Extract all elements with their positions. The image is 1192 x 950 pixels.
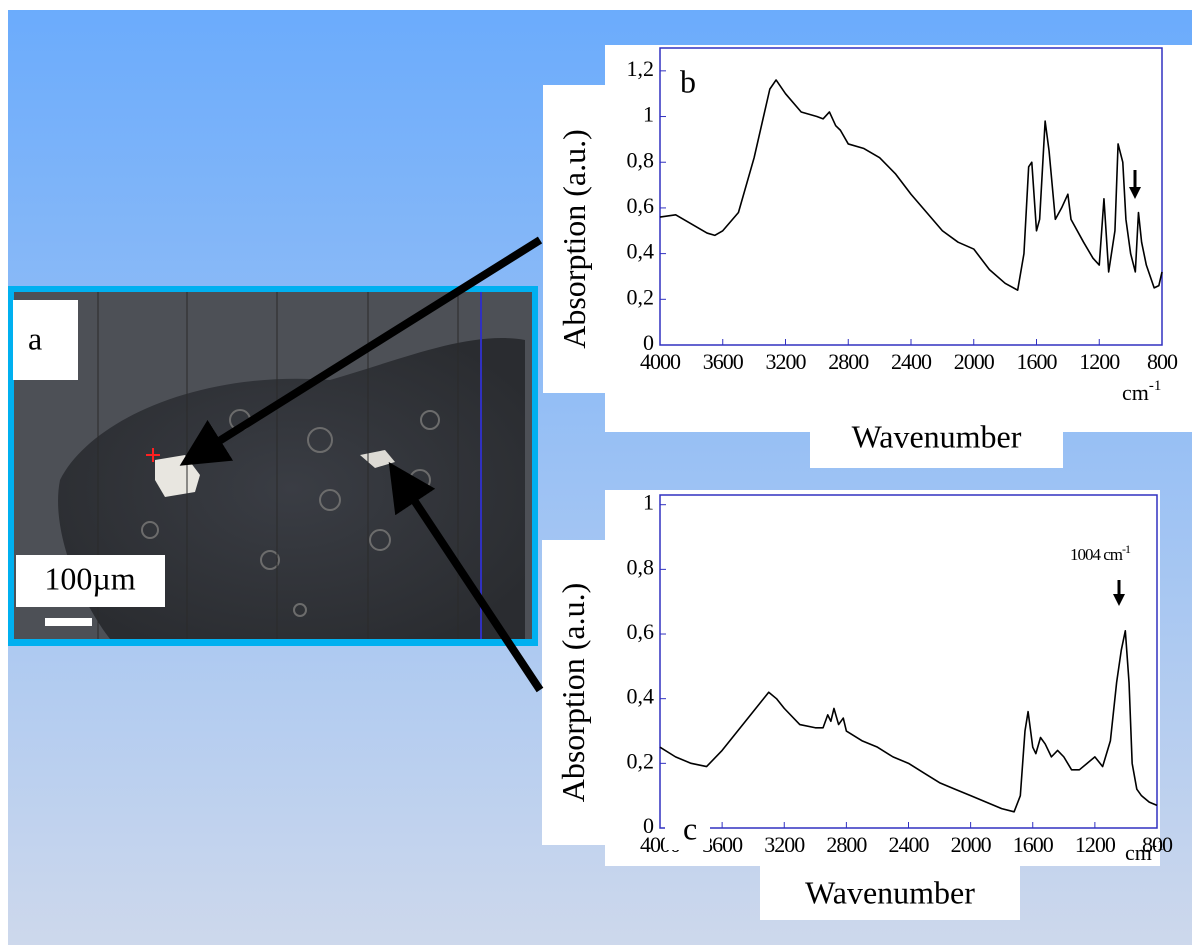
annotation-text: 1004 cm	[1070, 545, 1123, 564]
y-tick-label: 0,8	[627, 554, 655, 579]
annotation: 1004 cm-1	[1070, 542, 1131, 564]
y-tick-label: 1	[643, 102, 654, 127]
x-axis-label: Wavenumber	[852, 419, 1022, 455]
x-tick-label: 3200	[764, 832, 805, 857]
chart-panel	[605, 490, 1160, 866]
annotation-exponent: -1	[1122, 542, 1131, 556]
y-tick-label: 0,2	[627, 748, 655, 773]
micrograph: a 100µm	[8, 286, 538, 646]
y-tick-label: 1	[643, 490, 654, 515]
sample	[58, 338, 525, 639]
unit-exponent: -1	[1149, 378, 1162, 394]
spectrum-line	[659, 629, 1158, 813]
y-tick-label: 0	[643, 813, 654, 838]
unit-exponent: -1	[1152, 838, 1165, 854]
spectrum-line	[659, 79, 1163, 291]
x-tick-label: 1600	[1013, 832, 1054, 857]
x-tick-label: 1200	[1075, 832, 1116, 857]
panel-label-box	[665, 812, 710, 850]
y-tick-label: 0	[643, 330, 654, 355]
y-label-box	[543, 85, 605, 393]
particle	[360, 450, 395, 468]
x-tick-label: 3200	[766, 349, 807, 374]
y-axis-label: Absorption (a.u.)	[556, 129, 592, 349]
x-tick-label: 1600	[1017, 349, 1058, 374]
y-tick-label: 0,2	[627, 284, 655, 309]
cross-marker	[146, 448, 160, 462]
chart-panel	[605, 45, 1192, 432]
arrow	[388, 462, 544, 693]
unit: cm	[1122, 380, 1149, 405]
x-tick-label: 800	[1147, 349, 1178, 374]
scale-box	[16, 555, 165, 607]
left-strip	[0, 0, 8, 945]
arrow	[179, 236, 543, 466]
unit: cm	[1125, 840, 1152, 865]
x-label-box	[810, 405, 1063, 468]
scale-label: 100µm	[44, 560, 135, 596]
x-tick-label: 2000	[954, 349, 995, 374]
x-label-box	[760, 865, 1020, 920]
label-box	[13, 300, 78, 380]
x-tick-label: 2800	[826, 832, 867, 857]
top-strip	[0, 0, 1192, 10]
y-tick-label: 1,2	[627, 56, 655, 81]
x-tick-label: 2400	[891, 349, 932, 374]
panel-label: c	[683, 810, 697, 846]
x-tick-label: 2000	[951, 832, 992, 857]
y-tick-label: 0,4	[627, 684, 655, 709]
y-tick-label: 0,6	[627, 193, 655, 218]
scale-bar	[45, 618, 92, 626]
x-unit: cm-1	[1122, 378, 1161, 405]
charts: 0 0,2 0,4 0,6 0,8 1 1,2 4000 3600 3200 2800 2400 200…	[542, 45, 1192, 920]
x-tick-label: 1200	[1079, 349, 1120, 374]
x-tick-label: 3600	[703, 349, 744, 374]
y-tick-label: 0,8	[627, 147, 655, 172]
y-tick-label: 0,6	[627, 619, 655, 644]
x-axis-label: Wavenumber	[805, 875, 975, 911]
x-tick-label: 4000	[640, 349, 681, 374]
x-tick-label: 2400	[889, 832, 930, 857]
y-tick-label: 0,4	[627, 239, 655, 264]
panel-label: a	[28, 320, 42, 356]
y-axis-label: Absorption (a.u.)	[555, 583, 591, 803]
y-label-box	[542, 540, 605, 845]
panel-label: b	[680, 63, 696, 99]
x-unit: cm-1	[1125, 838, 1164, 865]
x-tick-label: 800	[1142, 832, 1173, 857]
x-tick-label: 2800	[828, 349, 869, 374]
